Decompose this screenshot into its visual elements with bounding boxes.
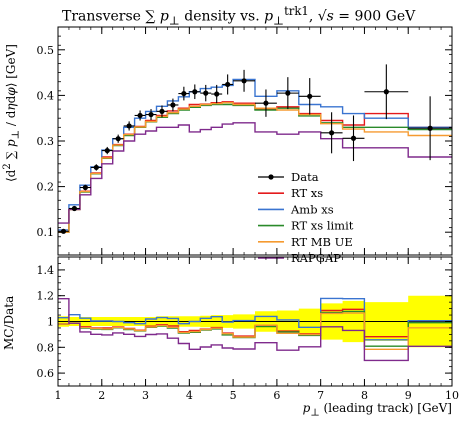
data-point <box>79 184 91 191</box>
data-point-marker <box>82 184 88 191</box>
series-line-rapgap <box>58 122 452 224</box>
data-point-marker <box>104 147 110 154</box>
x-tick-label: 3 <box>142 389 149 402</box>
data-point <box>255 89 277 117</box>
legend-swatch-marker <box>268 174 274 180</box>
data-point-marker <box>241 78 247 84</box>
series-line-rt-mb-ue <box>58 102 452 233</box>
y-axis-label-main: ⟨d2 ∑ p⊥ / dηdφ⟩ [GeV] <box>2 44 22 182</box>
data-point-marker <box>427 125 433 131</box>
data-point <box>233 69 255 92</box>
data-point <box>211 84 223 104</box>
legend-entry: Data <box>258 170 319 184</box>
data-point <box>123 121 135 131</box>
data-point-marker <box>71 205 78 212</box>
ratio-line-rapgap <box>58 298 452 362</box>
main-panel: 0.1 0.2 0.3 0.4 0.5 Data RT xs Amb xs RT xs limi… <box>37 26 453 265</box>
data-point <box>189 84 201 100</box>
data-point <box>408 96 452 161</box>
legend-entry: Amb xs <box>258 202 334 216</box>
data-point <box>276 77 299 110</box>
data-point <box>112 134 124 143</box>
legend-label: Data <box>291 170 319 184</box>
data-point-marker <box>137 112 143 119</box>
ratio-y-tick-label: 1.2 <box>37 290 55 303</box>
data-point-marker <box>225 81 231 88</box>
data-point-marker <box>214 91 220 97</box>
y-axis-label-ratio: MC/Data <box>2 295 16 350</box>
y-tick-label: 0.4 <box>37 89 55 102</box>
x-tick-label: 6 <box>273 389 280 402</box>
legend-label: RT MB UE <box>291 235 353 249</box>
ratio-y-tick-label: 1.4 <box>37 264 55 277</box>
data-point-marker <box>126 123 132 129</box>
x-tick-label: 10 <box>445 389 459 402</box>
data-point-marker <box>285 90 291 96</box>
data-point <box>145 109 157 121</box>
series-line-rt-xs <box>58 101 452 233</box>
data-point <box>101 146 113 155</box>
x-tick-label: 5 <box>230 389 237 402</box>
x-axis-label: p⊥ (leading track) [GeV] <box>302 401 452 419</box>
data-point <box>222 74 234 95</box>
x-tick-label: 2 <box>98 389 105 402</box>
ratio-panel: 0.6 0.8 1 1.2 1.4 1 2 3 4 5 6 7 8 9 10 <box>37 256 459 402</box>
y-tick-label: 0.5 <box>37 44 55 57</box>
legend-label: RT xs <box>291 186 323 200</box>
data-point-marker <box>307 93 313 99</box>
legend-label: Amb xs <box>290 202 334 216</box>
data-point-marker <box>148 111 154 118</box>
x-tick-label: 8 <box>361 389 368 402</box>
data-point <box>167 98 179 112</box>
ratio-y-tick-label: 1 <box>47 316 54 329</box>
ratio-y-tick-label: 0.8 <box>37 341 55 354</box>
x-tick-label: 4 <box>186 389 193 402</box>
y-tick-label: 0.3 <box>37 135 55 148</box>
data-point <box>178 86 190 101</box>
x-tick-label: 1 <box>55 389 62 402</box>
legend-label: RT xs limit <box>291 219 354 233</box>
ratio-y-tick-label: 0.6 <box>37 367 55 380</box>
data-point <box>320 112 343 154</box>
data-point-marker <box>93 164 99 171</box>
legend-entry: RT MB UE <box>258 235 353 249</box>
data-point-marker <box>181 90 187 97</box>
data-point <box>200 84 212 102</box>
data-point-marker <box>159 108 165 114</box>
data-point-marker <box>170 102 176 108</box>
y-tick-label: 0.2 <box>37 181 55 194</box>
data-point <box>156 105 168 118</box>
data-point-marker <box>192 89 198 95</box>
data-point-marker <box>203 90 209 96</box>
data-point-marker <box>60 228 67 234</box>
data-point-marker <box>263 100 269 106</box>
legend-entry: RT xs <box>258 186 323 200</box>
series-line-amb-xs <box>58 78 452 231</box>
data-point-marker <box>115 136 121 142</box>
x-tick-label: 7 <box>317 389 324 402</box>
data-point-marker <box>350 135 357 141</box>
data-point <box>134 110 146 121</box>
legend-label: RAPGAP <box>291 251 341 265</box>
x-tick-label: 9 <box>405 389 412 402</box>
legend-entry: RAPGAP <box>258 251 341 265</box>
data-point <box>90 164 102 171</box>
data-point-marker <box>329 130 335 136</box>
data-point <box>298 78 321 115</box>
data-point-marker <box>383 89 389 95</box>
legend-entry: RT xs limit <box>258 219 354 233</box>
data-point <box>342 115 365 162</box>
y-tick-label: 0.1 <box>37 226 55 239</box>
data-point <box>68 205 80 212</box>
data-point <box>364 64 409 120</box>
chart-title: Transverse ∑ p⊥ density vs. p⊥trk1, √s =… <box>62 4 416 28</box>
